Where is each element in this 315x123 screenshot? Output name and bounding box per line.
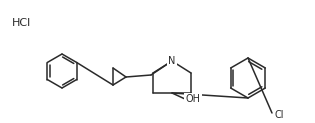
Text: N: N: [168, 56, 176, 66]
Text: Cl: Cl: [274, 110, 284, 120]
Text: HCl: HCl: [12, 18, 31, 28]
Text: OH: OH: [186, 94, 201, 104]
